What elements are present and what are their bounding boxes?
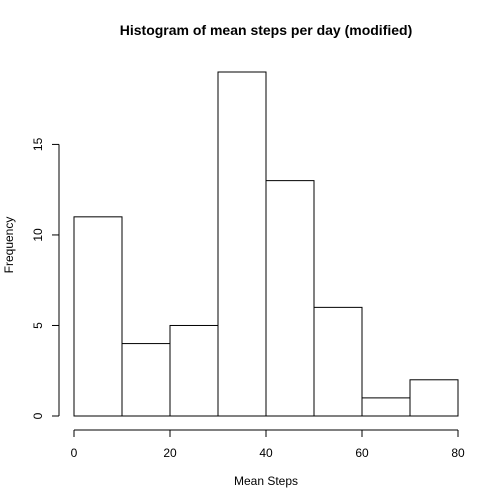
histogram-bar [313, 306, 363, 417]
y-tick-label: 0 [31, 412, 45, 419]
histogram-bar [169, 324, 219, 417]
x-tick-label: 20 [163, 446, 177, 460]
histogram-bar [361, 397, 411, 417]
histogram-bar [121, 343, 171, 417]
x-tick-label: 80 [451, 446, 465, 460]
y-axis-label: Frequency [2, 217, 16, 274]
x-axis-label: Mean Steps [234, 474, 298, 488]
histogram-bar [73, 216, 123, 417]
histogram-bar [409, 379, 459, 417]
y-tick-label: 10 [31, 228, 45, 242]
y-axis: 0 5 10 15 [31, 137, 60, 419]
x-axis: 0 20 40 60 80 [71, 429, 465, 460]
chart-title: Histogram of mean steps per day (modifie… [120, 22, 413, 38]
bars-group [73, 71, 459, 417]
x-tick-label: 0 [71, 446, 78, 460]
x-tick-label: 40 [259, 446, 273, 460]
histogram-bar [265, 180, 315, 417]
y-tick-label: 5 [31, 322, 45, 329]
y-tick-label: 15 [31, 137, 45, 151]
x-tick-label: 60 [355, 446, 369, 460]
histogram-bar [217, 71, 267, 417]
